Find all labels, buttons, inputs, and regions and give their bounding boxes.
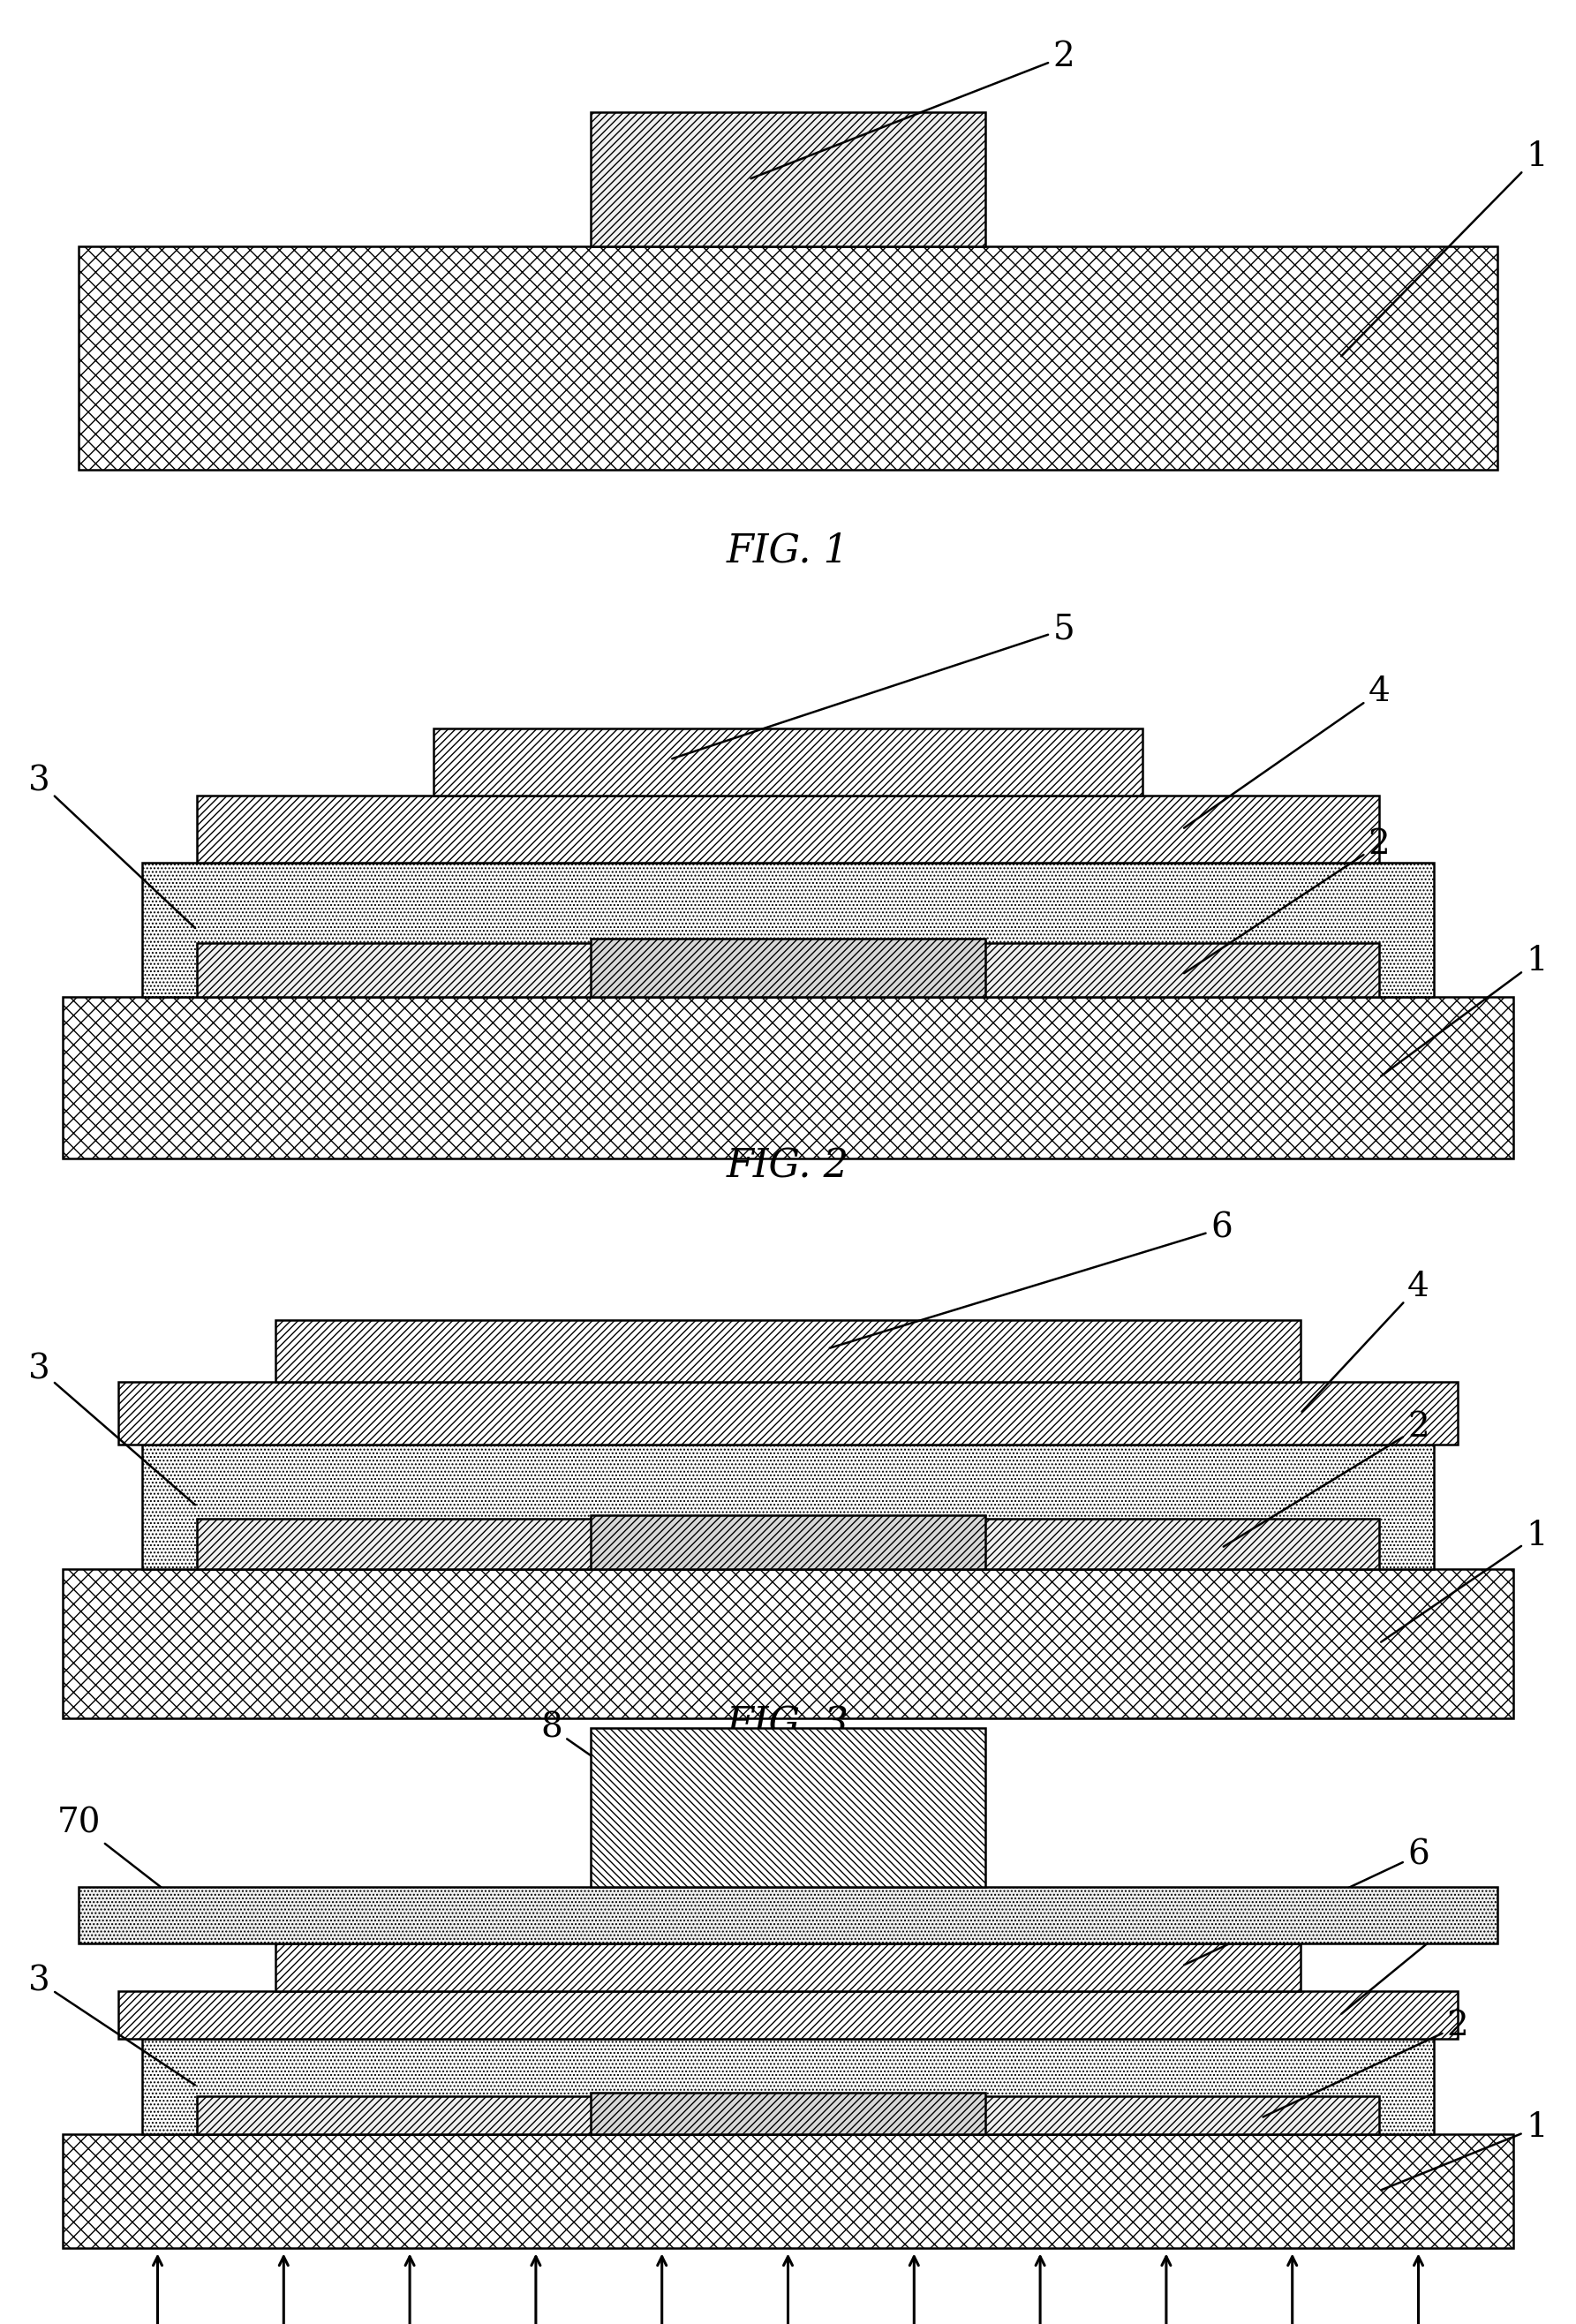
Text: 3: 3 bbox=[28, 765, 195, 927]
Text: 2: 2 bbox=[1184, 827, 1390, 974]
Text: 2: 2 bbox=[1262, 2010, 1469, 2117]
Bar bbox=[142, 2038, 1434, 2133]
Text: 6: 6 bbox=[829, 1213, 1232, 1348]
Bar bbox=[276, 1320, 1300, 1383]
Bar bbox=[118, 1383, 1458, 1443]
Bar bbox=[197, 795, 1379, 862]
Text: FIG. 1: FIG. 1 bbox=[727, 532, 849, 569]
Bar bbox=[142, 862, 1434, 997]
Bar bbox=[591, 2092, 985, 2133]
Text: 1: 1 bbox=[1341, 142, 1548, 356]
Bar bbox=[591, 1515, 985, 1569]
Bar bbox=[63, 997, 1513, 1157]
Bar bbox=[63, 1569, 1513, 1717]
Bar bbox=[591, 1729, 985, 1887]
Text: 70: 70 bbox=[57, 1808, 195, 1913]
Text: 8: 8 bbox=[541, 1713, 668, 1808]
Text: 3: 3 bbox=[28, 1966, 195, 2085]
Text: 1: 1 bbox=[1381, 946, 1548, 1076]
Bar bbox=[591, 112, 985, 246]
Bar bbox=[142, 1443, 1434, 1569]
Text: 4: 4 bbox=[1341, 1901, 1469, 2015]
Bar bbox=[433, 727, 1143, 795]
Bar bbox=[118, 1992, 1458, 2038]
Text: 3: 3 bbox=[28, 1353, 195, 1506]
Text: 2: 2 bbox=[750, 40, 1075, 179]
Text: 4: 4 bbox=[1184, 676, 1390, 827]
Bar bbox=[591, 939, 985, 997]
Text: 1: 1 bbox=[1381, 1520, 1548, 1643]
Text: 5: 5 bbox=[671, 614, 1075, 758]
Bar bbox=[276, 1943, 1300, 1992]
Bar bbox=[63, 2133, 1513, 2247]
Bar bbox=[79, 246, 1497, 469]
Text: FIG. 3: FIG. 3 bbox=[727, 1706, 849, 1743]
Text: 4: 4 bbox=[1302, 1271, 1429, 1411]
Bar bbox=[197, 2096, 1379, 2133]
Text: 1: 1 bbox=[1381, 2110, 1548, 2189]
Bar bbox=[197, 944, 1379, 997]
Text: FIG. 2: FIG. 2 bbox=[727, 1148, 849, 1185]
Bar bbox=[79, 1887, 1497, 1943]
Text: 6: 6 bbox=[1184, 1838, 1429, 1964]
Bar bbox=[197, 1520, 1379, 1569]
Text: 2: 2 bbox=[1223, 1411, 1429, 1548]
